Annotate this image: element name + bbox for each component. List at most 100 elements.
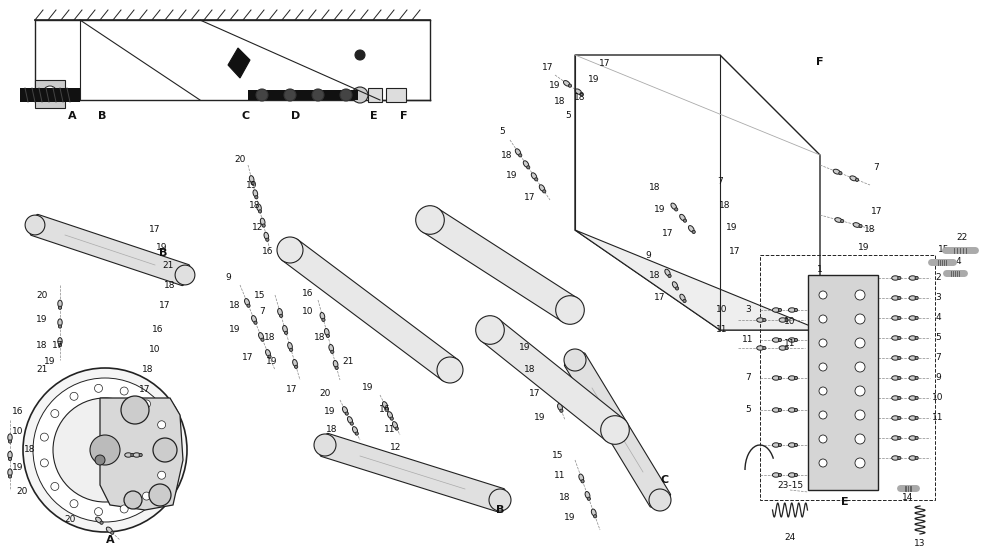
Circle shape — [601, 416, 629, 444]
Ellipse shape — [671, 203, 677, 209]
Circle shape — [131, 453, 134, 457]
Bar — [248, 90, 358, 100]
Text: 9: 9 — [935, 374, 941, 383]
Polygon shape — [35, 80, 65, 108]
Circle shape — [683, 299, 686, 302]
Text: 18: 18 — [249, 200, 261, 210]
Ellipse shape — [909, 356, 916, 360]
Ellipse shape — [788, 473, 796, 477]
Circle shape — [158, 471, 166, 479]
Ellipse shape — [909, 456, 916, 460]
Ellipse shape — [260, 218, 265, 225]
Circle shape — [580, 92, 583, 95]
Text: 4: 4 — [955, 257, 961, 267]
Text: 17: 17 — [871, 208, 883, 216]
Text: 20: 20 — [234, 156, 246, 164]
Text: 17: 17 — [149, 226, 161, 235]
Ellipse shape — [892, 436, 899, 440]
Text: 2: 2 — [935, 273, 941, 283]
Ellipse shape — [352, 427, 358, 433]
Polygon shape — [100, 398, 183, 510]
Bar — [20, 88, 80, 102]
Circle shape — [95, 455, 105, 465]
Circle shape — [290, 348, 293, 352]
Circle shape — [593, 514, 597, 518]
Text: 17: 17 — [599, 59, 611, 67]
Text: 18: 18 — [524, 365, 536, 374]
Circle shape — [268, 355, 271, 358]
Text: 13: 13 — [914, 539, 926, 548]
Circle shape — [675, 208, 678, 211]
Circle shape — [778, 474, 782, 476]
Text: B: B — [98, 111, 106, 121]
Ellipse shape — [96, 517, 102, 523]
Text: 19: 19 — [534, 413, 546, 422]
Ellipse shape — [909, 336, 916, 340]
Text: 18: 18 — [142, 365, 154, 374]
Ellipse shape — [531, 173, 537, 179]
Ellipse shape — [252, 316, 256, 322]
Ellipse shape — [347, 417, 353, 423]
Text: 16: 16 — [379, 406, 391, 415]
Text: 17: 17 — [242, 353, 254, 363]
Text: 9: 9 — [645, 251, 651, 259]
Circle shape — [25, 215, 45, 235]
Ellipse shape — [515, 149, 521, 155]
Text: 20: 20 — [36, 290, 48, 300]
Circle shape — [258, 210, 262, 213]
Ellipse shape — [259, 332, 263, 339]
Circle shape — [898, 457, 901, 460]
Circle shape — [40, 459, 48, 467]
Ellipse shape — [333, 360, 338, 368]
Circle shape — [841, 220, 844, 222]
Circle shape — [261, 338, 264, 341]
Circle shape — [40, 433, 48, 441]
Circle shape — [153, 438, 177, 462]
Circle shape — [312, 89, 324, 101]
Circle shape — [915, 316, 918, 320]
Ellipse shape — [382, 402, 388, 408]
Circle shape — [8, 475, 12, 478]
Text: 17: 17 — [139, 385, 151, 395]
FancyBboxPatch shape — [421, 208, 579, 322]
Text: 21: 21 — [36, 365, 48, 374]
Text: 10: 10 — [149, 346, 161, 354]
Circle shape — [550, 383, 553, 386]
Text: 18: 18 — [501, 151, 513, 160]
Circle shape — [331, 351, 334, 353]
Ellipse shape — [8, 469, 12, 476]
Circle shape — [285, 331, 288, 335]
Text: 1: 1 — [817, 266, 823, 274]
Text: 16: 16 — [262, 247, 274, 257]
Text: 14: 14 — [902, 493, 914, 502]
Ellipse shape — [58, 319, 62, 326]
Circle shape — [8, 458, 12, 460]
Ellipse shape — [283, 326, 287, 332]
Circle shape — [915, 336, 918, 339]
Ellipse shape — [548, 378, 552, 384]
Ellipse shape — [909, 436, 916, 440]
Text: 18: 18 — [326, 426, 338, 434]
Circle shape — [295, 365, 298, 368]
Circle shape — [390, 417, 393, 420]
Text: B: B — [496, 505, 504, 515]
Text: 4: 4 — [935, 314, 941, 322]
Text: 17: 17 — [662, 229, 674, 237]
Circle shape — [100, 521, 103, 524]
Circle shape — [915, 277, 918, 280]
Text: 18: 18 — [24, 445, 36, 454]
Ellipse shape — [772, 308, 780, 312]
FancyBboxPatch shape — [564, 353, 671, 507]
Text: 11: 11 — [742, 336, 754, 344]
Circle shape — [898, 316, 901, 320]
Ellipse shape — [892, 316, 899, 320]
Circle shape — [437, 357, 463, 383]
Text: E: E — [841, 497, 849, 507]
Text: 19: 19 — [36, 316, 48, 325]
Circle shape — [794, 376, 798, 380]
Circle shape — [139, 453, 142, 457]
Circle shape — [794, 408, 798, 412]
Circle shape — [915, 376, 918, 380]
Text: 19: 19 — [588, 76, 600, 84]
Ellipse shape — [788, 308, 796, 312]
